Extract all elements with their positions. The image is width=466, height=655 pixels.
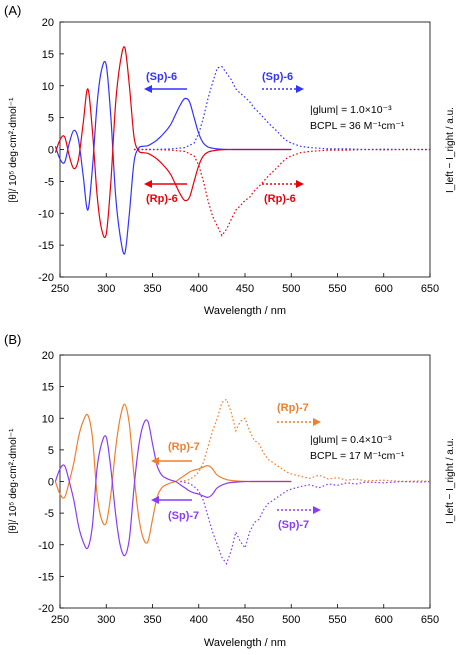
panel-b-y-tick-label: 10 [42, 413, 54, 425]
panel-b-y-tick-label: 5 [48, 445, 54, 457]
panel-a-glum-text: |glum| = 1.0×10⁻³ [310, 104, 392, 116]
panel-b-x-tick-label: 600 [375, 614, 393, 626]
panel-a-x-tick-label: 250 [51, 283, 69, 295]
panel-a-series-cd-sp-6 [54, 60, 292, 255]
panel-b-series-cpl-sp-7 [180, 480, 431, 565]
panel-b-y2-axis-label: I_left − I_right / a.u. [445, 438, 456, 524]
panel-a-label-rp-cd: (Rp)-6 [146, 193, 178, 205]
panel-a-label-sp-cpl: (Sp)-6 [262, 71, 293, 83]
panel-b-series-cd-sp-7 [54, 419, 292, 557]
panel-a-y-tick-label: -5 [44, 176, 54, 188]
panel-b-label-rp-cpl: (Rp)-7 [277, 402, 309, 414]
panel-b-label-sp-cpl: (Sp)-7 [278, 519, 309, 531]
panel-b-label-sp-cd: (Sp)-7 [168, 510, 199, 522]
panel-b-y-tick-label: -10 [38, 540, 54, 552]
panel-a-label: (A) [4, 3, 21, 18]
panel-b-x-tick-label: 300 [97, 614, 115, 626]
panel-a-x-tick-label: 300 [97, 283, 115, 295]
panel-b: (B) 250 300 350 400 450 500 550 600 650 -20 -15 -10… [4, 332, 456, 649]
panel-a: (A) 250 300 350 400 450 500 550 600 650 -20 -15 -10… [4, 3, 456, 317]
panel-a-series-cpl-rp-6 [134, 148, 430, 237]
panel-b-x-axis-label: Wavelength / nm [204, 637, 286, 649]
panel-b-x-tick-label: 650 [421, 614, 439, 626]
panel-b-label: (B) [4, 332, 21, 347]
panel-a-series-cpl-sp-6 [134, 65, 430, 151]
panel-b-y-tick-label: -15 [38, 571, 54, 583]
panel-a-series-cd-rp-6 [54, 46, 292, 239]
panel-b-x-tick-label: 450 [236, 614, 254, 626]
panel-b-x-tick-label: 350 [143, 614, 161, 626]
panel-b-x-tick-label: 500 [282, 614, 300, 626]
panel-a-y-tick-label: -15 [38, 240, 54, 252]
panel-b-ticks: 250 300 350 400 450 500 550 600 650 -20 -15 -10 -5 0 5… [38, 350, 439, 626]
panel-b-x-tick-label: 250 [51, 614, 69, 626]
panel-a-label-rp-cpl: (Rp)-6 [264, 193, 296, 205]
panel-a-label-sp-cd: (Sp)-6 [146, 71, 177, 83]
panel-b-y-tick-label: 20 [42, 350, 54, 362]
panel-a-ticks: 250 300 350 400 450 500 550 600 650 -20 -15 -10 -5 0 5… [38, 17, 439, 295]
panel-b-y-axis-label: [θ]/ 10⁵ deg·cm²·dmol⁻¹ [8, 428, 19, 534]
panel-b-series [54, 398, 431, 565]
panel-b-series-cpl-rp-7 [180, 398, 431, 483]
panel-a-y-tick-label: 20 [42, 17, 54, 29]
panel-a-bcpl-text: BCPL = 36 M⁻¹cm⁻¹ [310, 120, 405, 132]
panel-a-x-tick-label: 400 [190, 283, 208, 295]
panel-a-y2-axis-label: I_left − I_right / a.u. [445, 107, 456, 193]
panel-b-x-tick-label: 400 [190, 614, 208, 626]
panel-a-x-tick-label: 550 [328, 283, 346, 295]
panel-a-y-tick-label: -20 [38, 272, 54, 284]
panel-a-x-axis-label: Wavelength / nm [204, 305, 286, 317]
panel-a-y-tick-label: 0 [48, 145, 54, 157]
panel-a-x-tick-label: 600 [375, 283, 393, 295]
panel-a-y-tick-label: 10 [42, 81, 54, 93]
panel-b-y-tick-label: -5 [44, 508, 54, 520]
panel-b-label-rp-cd: (Rp)-7 [168, 441, 200, 453]
panel-b-glum-text: |glum| = 0.4×10⁻³ [310, 434, 392, 446]
panel-a-x-tick-label: 450 [236, 283, 254, 295]
panel-a-y-axis-label: [θ]/ 10⁵ deg·cm²·dmol⁻¹ [8, 97, 19, 203]
panel-a-x-tick-label: 650 [421, 283, 439, 295]
panel-b-y-tick-label: -20 [38, 603, 54, 615]
panel-b-x-tick-label: 550 [328, 614, 346, 626]
panel-b-bcpl-text: BCPL = 17 M⁻¹cm⁻¹ [310, 450, 405, 462]
panel-b-y-tick-label: 15 [42, 382, 54, 394]
panel-a-y-tick-label: 15 [42, 49, 54, 61]
panel-a-series [54, 46, 430, 255]
panel-a-y-tick-label: 5 [48, 113, 54, 125]
panel-a-x-tick-label: 500 [282, 283, 300, 295]
panel-b-y-tick-label: 0 [48, 477, 54, 489]
panel-a-y-tick-label: -10 [38, 208, 54, 220]
panel-a-x-tick-label: 350 [143, 283, 161, 295]
panel-b-series-cd-rp-7 [54, 403, 292, 544]
